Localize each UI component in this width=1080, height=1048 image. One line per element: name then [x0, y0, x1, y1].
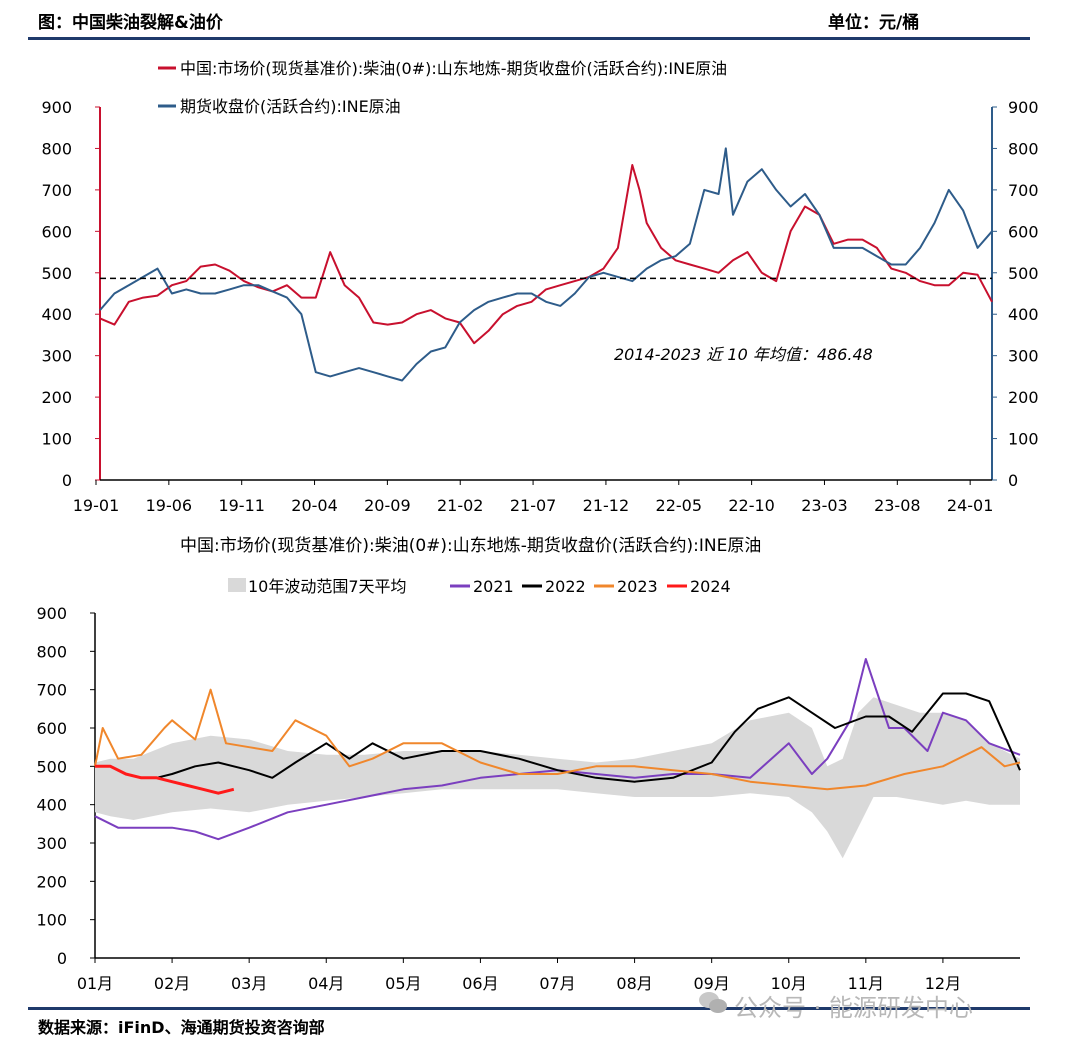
x-tick-label: 08月 — [616, 974, 652, 993]
right-tick-label: 300 — [1008, 347, 1039, 366]
right-tick-label: 700 — [1008, 181, 1039, 200]
top-rule — [28, 37, 1030, 40]
x-tick-label: 06月 — [462, 974, 498, 993]
unit-label: 单位：元/桶 — [828, 13, 920, 33]
x-tick-label: 21-12 — [583, 496, 630, 515]
left-tick-label: 900 — [41, 98, 72, 117]
x-tick-label: 02月 — [154, 974, 190, 993]
right-tick-label: 0 — [1008, 471, 1018, 490]
top-chart-plot — [99, 147, 993, 382]
right-tick-label: 500 — [1008, 264, 1039, 283]
series-line-2024 — [95, 764, 235, 795]
left-tick-label: 100 — [41, 430, 72, 449]
y-tick-label: 200 — [36, 872, 67, 891]
bottom-chart-plot — [94, 658, 1021, 859]
x-tick-label: 19-11 — [218, 496, 265, 515]
x-tick-label: 03月 — [231, 974, 267, 993]
x-tick-label: 21-07 — [510, 496, 557, 515]
x-tick-label: 07月 — [539, 974, 575, 993]
legend-label-2021: 2021 — [473, 577, 514, 596]
x-tick-label: 24-01 — [947, 496, 994, 515]
x-tick-label: 23-03 — [801, 496, 848, 515]
left-tick-label: 500 — [41, 264, 72, 283]
legend-label-2023: 2023 — [617, 577, 658, 596]
right-tick-label: 800 — [1008, 139, 1039, 158]
x-tick-label: 05月 — [385, 974, 421, 993]
x-tick-label: 11月 — [848, 974, 884, 993]
right-tick-label: 200 — [1008, 388, 1039, 407]
data-source: 数据来源：iFinD、海通期货投资咨询部 — [38, 1018, 325, 1037]
right-tick-label: 900 — [1008, 98, 1039, 117]
band-area — [95, 697, 1020, 859]
left-tick-label: 700 — [41, 181, 72, 200]
series-line-crude — [99, 147, 993, 382]
right-tick-label: 600 — [1008, 222, 1039, 241]
y-tick-label: 300 — [36, 834, 67, 853]
legend-label-crude: 期货收盘价(活跃合约):INE原油 — [180, 97, 401, 116]
y-tick-label: 0 — [57, 949, 67, 968]
top-chart-axes: 0 100 200 300 400 500 600 700 800 900 0 100 200 300 40… — [41, 98, 1038, 515]
left-tick-label: 400 — [41, 305, 72, 324]
left-tick-label: 800 — [41, 139, 72, 158]
figure-title: 图：中国柴油裂解&油价 — [38, 13, 223, 33]
legend-label-2024: 2024 — [690, 577, 731, 596]
series-line-2021 — [94, 658, 1021, 841]
y-tick-label: 800 — [36, 642, 67, 661]
chart-bottom: 中国:市场价(现货基准价):柴油(0#):山东地炼-期货收盘价(活跃合约):IN… — [36, 536, 1021, 993]
right-tick-label: 400 — [1008, 305, 1039, 324]
left-tick-label: 200 — [41, 388, 72, 407]
average-annotation: 2014-2023 近 10 年均值：486.48 — [614, 345, 873, 364]
bottom-chart-legend: 10年波动范围7天平均 2021 2022 2023 2024 — [228, 577, 731, 596]
chart-top: 中国:市场价(现货基准价):柴油(0#):山东地炼-期货收盘价(活跃合约):IN… — [41, 59, 1038, 515]
left-tick-label: 0 — [62, 471, 72, 490]
x-tick-label: 22-10 — [728, 496, 775, 515]
x-tick-label: 19-01 — [73, 496, 120, 515]
x-tick-label: 12月 — [925, 974, 961, 993]
x-tick-label: 01月 — [77, 974, 113, 993]
wechat-icon — [699, 992, 727, 1013]
x-tick-label: 09月 — [693, 974, 729, 993]
x-tick-label: 23-08 — [874, 496, 921, 515]
y-tick-label: 900 — [36, 604, 67, 623]
top-chart-legend: 中国:市场价(现货基准价):柴油(0#):山东地炼-期货收盘价(活跃合约):IN… — [158, 59, 727, 116]
bottom-chart-title: 中国:市场价(现货基准价):柴油(0#):山东地炼-期货收盘价(活跃合约):IN… — [180, 536, 761, 556]
x-tick-label: 10月 — [771, 974, 807, 993]
legend-label-2022: 2022 — [545, 577, 586, 596]
y-tick-label: 600 — [36, 719, 67, 738]
bottom-chart-axes: 0 100 200 300 400 500 600 700 800 900 01月 02月 03月 04月… — [36, 604, 1020, 993]
x-tick-label: 20-04 — [291, 496, 338, 515]
watermark: 公众号 · 能源研发中心 — [734, 994, 973, 1022]
y-tick-label: 500 — [36, 757, 67, 776]
legend-swatch-band — [228, 578, 246, 592]
right-tick-label: 100 — [1008, 430, 1039, 449]
y-tick-label: 400 — [36, 796, 67, 815]
legend-label-crack: 中国:市场价(现货基准价):柴油(0#):山东地炼-期货收盘价(活跃合约):IN… — [180, 59, 727, 78]
y-tick-label: 100 — [36, 911, 67, 930]
series-line-2023 — [94, 688, 1021, 791]
series-line-2022 — [156, 692, 1021, 783]
x-tick-label: 04月 — [308, 974, 344, 993]
left-tick-label: 300 — [41, 347, 72, 366]
legend-label-band: 10年波动范围7天平均 — [248, 577, 407, 596]
x-tick-label: 20-09 — [364, 496, 411, 515]
x-tick-label: 21-02 — [437, 496, 484, 515]
series-line-crack — [99, 164, 993, 345]
x-tick-label: 22-05 — [656, 496, 703, 515]
x-tick-label: 19-06 — [146, 496, 193, 515]
y-tick-label: 700 — [36, 681, 67, 700]
bottom-rule — [28, 1007, 1030, 1010]
left-tick-label: 600 — [41, 222, 72, 241]
